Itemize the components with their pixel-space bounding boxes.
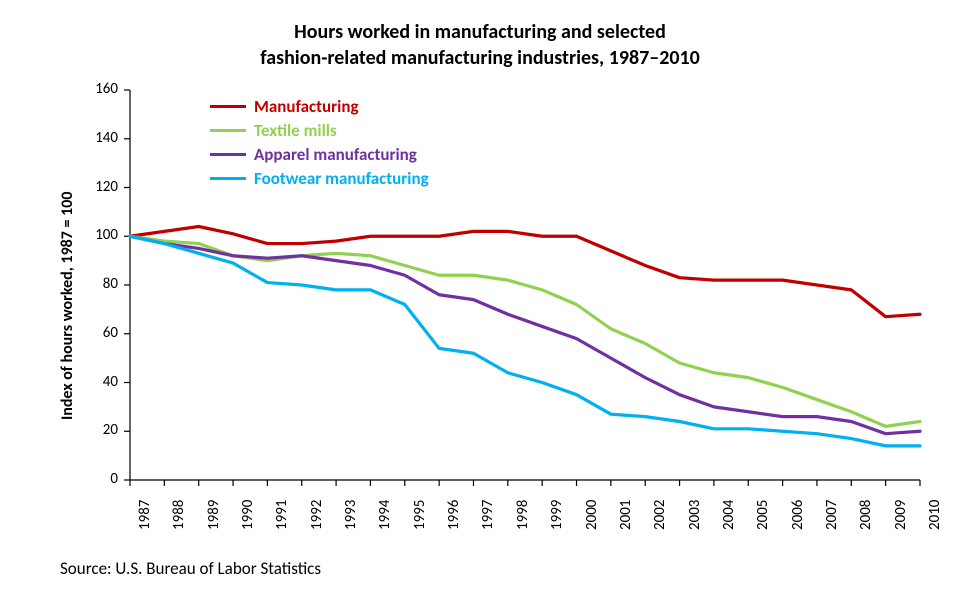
x-tick-label: 1995 [411, 500, 429, 530]
legend-label: Textile mills [254, 120, 337, 141]
legend-item: Apparel manufacturing [210, 144, 429, 165]
legend-item: Footwear manufacturing [210, 168, 429, 189]
x-tick-label: 1991 [273, 500, 291, 530]
x-tick-label: 2005 [754, 500, 772, 530]
x-tick-label: 1992 [308, 500, 326, 530]
y-tick-label: 100 [76, 226, 118, 244]
y-tick-label: 120 [76, 178, 118, 196]
x-tick-label: 2003 [686, 500, 704, 530]
series-line [130, 236, 920, 433]
x-tick-label: 2008 [857, 500, 875, 530]
x-tick-label: 1987 [136, 500, 154, 530]
x-tick-label: 2004 [720, 500, 738, 530]
x-tick-label: 2001 [617, 500, 635, 530]
y-tick-label: 60 [76, 324, 118, 342]
y-tick-label: 20 [76, 421, 118, 439]
legend-swatch [210, 177, 246, 180]
x-tick-label: 1999 [548, 500, 566, 530]
x-tick-label: 1998 [514, 500, 532, 530]
legend-label: Apparel manufacturing [254, 144, 417, 165]
x-tick-label: 1990 [239, 500, 257, 530]
y-tick-label: 80 [76, 275, 118, 293]
x-tick-label: 2007 [823, 500, 841, 530]
legend: Manufacturing Textile mills Apparel manufa… [210, 96, 429, 192]
x-tick-label: 2000 [583, 500, 601, 530]
x-tick-label: 2010 [926, 500, 944, 530]
y-tick-label: 140 [76, 129, 118, 147]
legend-swatch [210, 105, 246, 108]
x-tick-label: 1996 [445, 500, 463, 530]
x-tick-label: 2009 [892, 500, 910, 530]
y-tick-label: 0 [76, 470, 118, 488]
x-tick-label: 1997 [479, 500, 497, 530]
x-tick-label: 1994 [376, 500, 394, 530]
x-tick-label: 1993 [342, 500, 360, 530]
y-tick-label: 160 [76, 80, 118, 98]
legend-label: Manufacturing [254, 96, 359, 117]
x-tick-label: 1989 [205, 500, 223, 530]
series-line [130, 236, 920, 446]
x-tick-label: 2002 [651, 500, 669, 530]
x-tick-label: 2006 [789, 500, 807, 530]
legend-label: Footwear manufacturing [254, 168, 429, 189]
x-tick-label: 1988 [170, 500, 188, 530]
legend-item: Manufacturing [210, 96, 429, 117]
legend-swatch [210, 129, 246, 132]
y-tick-label: 40 [76, 373, 118, 391]
legend-swatch [210, 153, 246, 156]
legend-item: Textile mills [210, 120, 429, 141]
source-text: Source: U.S. Bureau of Labor Statistics [60, 558, 321, 579]
chart-container: Hours worked in manufacturing and select… [0, 0, 960, 596]
series-line [130, 236, 920, 426]
